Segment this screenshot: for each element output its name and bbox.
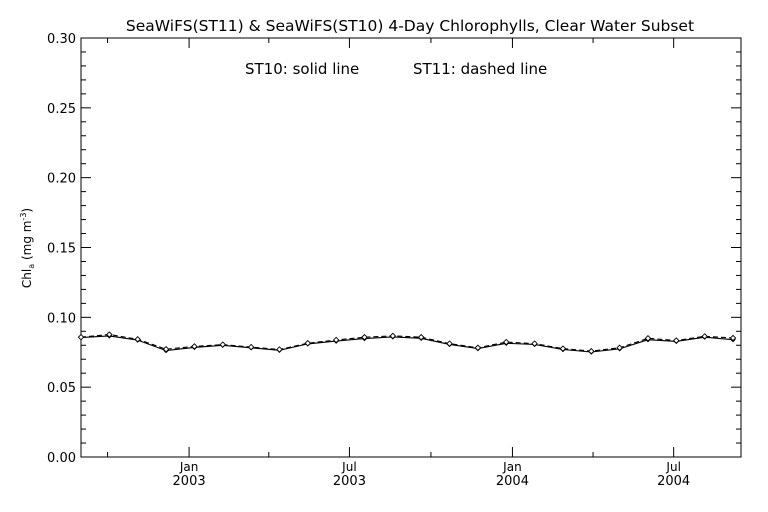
annotation-st10: ST10: solid line xyxy=(245,60,359,78)
x-tick-year-label: 2004 xyxy=(496,474,529,489)
chart-title: SeaWiFS(ST11) & SeaWiFS(ST10) 4-Day Chlo… xyxy=(126,17,694,35)
data-point-st11 xyxy=(701,333,708,340)
data-point-st11 xyxy=(134,336,141,343)
x-tick-year-label: 2003 xyxy=(333,474,366,489)
data-point-st11 xyxy=(502,338,510,346)
x-tick-year-label: 2004 xyxy=(657,474,690,489)
data-point-st11 xyxy=(332,336,340,344)
data-point-st11 xyxy=(531,340,538,347)
series-line-st10 xyxy=(80,335,734,353)
y-tick-label: 0.05 xyxy=(47,381,76,396)
x-tick-month-label: Jul xyxy=(665,460,680,474)
data-point-st11 xyxy=(361,333,368,341)
data-point-st11 xyxy=(588,347,595,355)
data-point-st11 xyxy=(673,337,680,344)
y-tick-label: 0.15 xyxy=(47,242,76,257)
data-point-st11 xyxy=(191,343,198,350)
y-tick-label: 0.25 xyxy=(47,102,76,117)
x-tick-month-label: Jul xyxy=(341,460,356,474)
y-tick-label: 0.10 xyxy=(47,311,76,326)
plot-frame xyxy=(80,37,742,458)
data-point-st11 xyxy=(77,333,85,341)
data-point-st11 xyxy=(247,343,255,351)
y-tick-label: 0.30 xyxy=(47,32,76,47)
series-line-st11 xyxy=(80,333,734,352)
data-point-st11 xyxy=(644,335,652,342)
annotation-st11: ST11: dashed line xyxy=(413,60,547,78)
data-point-st11 xyxy=(559,345,567,352)
data-point-st11 xyxy=(219,341,226,348)
data-point-st11 xyxy=(304,339,312,347)
data-point-st11 xyxy=(106,331,113,338)
data-point-st11 xyxy=(162,345,170,353)
x-tick-year-label: 2003 xyxy=(173,474,206,489)
y-tick-label: 0.00 xyxy=(47,451,76,466)
data-point-st11 xyxy=(446,340,453,347)
data-point-st11 xyxy=(729,334,737,342)
data-point-st11 xyxy=(389,332,397,340)
x-tick-month-label: Jan xyxy=(179,460,199,474)
y-tick-label: 0.20 xyxy=(47,172,76,187)
data-point-st11 xyxy=(474,344,482,352)
data-point-st11 xyxy=(417,333,425,341)
data-point-st11 xyxy=(276,346,283,353)
y-axis: 0.00 0.05 0.10 0.15 0.20 0.25 0.30 xyxy=(47,32,741,466)
series-layer xyxy=(77,331,737,355)
x-tick-month-label: Jan xyxy=(502,460,522,474)
data-point-st11 xyxy=(616,344,623,352)
y-axis-label: Chla (mg m-3) xyxy=(19,208,36,288)
